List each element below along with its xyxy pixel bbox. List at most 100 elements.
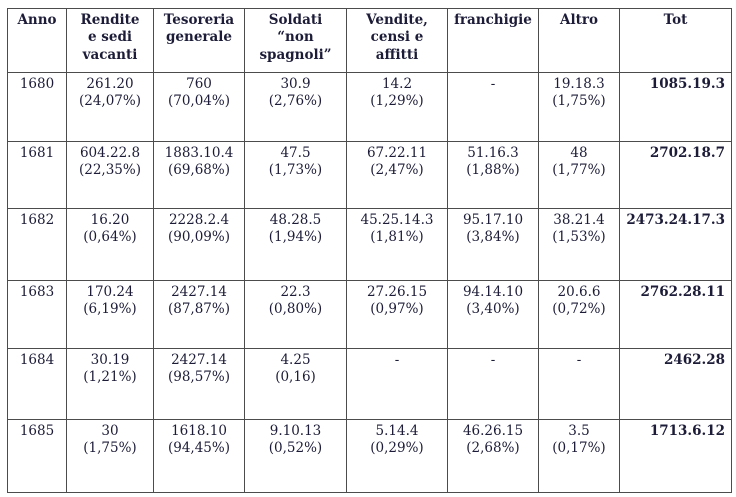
header-line: spagnoli” — [259, 46, 332, 63]
header-line: “non — [277, 29, 314, 46]
cell-value: 2228.2.4 — [168, 212, 230, 228]
data-cell: 4.25 (0,16) — [244, 348, 347, 420]
header-line: Soldati — [268, 12, 323, 28]
data-cell: 95.17.10 (3,84%) — [447, 208, 539, 281]
year-cell: 1680 — [7, 72, 67, 142]
data-cell: 38.21.4 (1,53%) — [538, 208, 620, 281]
data-cell: 261.20 (24,07%) — [66, 72, 154, 142]
table-row-1681: 1681 604.22.8 (22,35%) 1883.10.4 (69,68%) … — [7, 141, 732, 209]
data-cell: - — [538, 348, 620, 420]
column-header-franchigie: franchigie — [447, 8, 539, 73]
total-cell: 1085.19.3 — [619, 72, 732, 142]
cell-percent: (2,47%) — [370, 162, 424, 179]
cell-percent: (0,72%) — [552, 301, 606, 318]
historical-finance-table: Anno Rendite e sedi vacanti Tesoreria ge… — [7, 8, 732, 493]
total-cell: 2702.18.7 — [619, 141, 732, 209]
cell-percent: (94,45%) — [167, 440, 230, 457]
header-line: vacanti — [82, 46, 138, 63]
cell-value: 47.5 — [280, 145, 311, 161]
data-cell: 94.14.10 (3,40%) — [447, 280, 539, 349]
cell-value: 38.21.4 — [553, 212, 605, 228]
cell-value: 30.9 — [280, 76, 311, 92]
cell-value: 30 — [101, 423, 119, 439]
cell-value: 604.22.8 — [79, 145, 141, 161]
header-line: Vendite, — [366, 12, 428, 28]
cell-percent: (1,53%) — [552, 229, 606, 246]
cell-value: 45.25.14.3 — [360, 212, 434, 228]
cell-percent: (3,40%) — [466, 301, 520, 318]
table-row-1682: 1682 16.20 (0,64%) 2228.2.4 (90,09%) 48.28… — [7, 208, 732, 281]
year-cell: 1681 — [7, 141, 67, 209]
cell-value: 1883.10.4 — [164, 145, 234, 161]
cell-percent: (6,19%) — [83, 301, 137, 318]
cell-percent: (2,68%) — [466, 440, 520, 457]
cell-value: 5.14.4 — [375, 423, 419, 439]
cell-percent: (0,64%) — [83, 229, 137, 246]
cell-value: 27.26.15 — [366, 284, 428, 300]
cell-percent: (24,07%) — [78, 93, 141, 110]
data-cell: 9.10.13 (0,52%) — [244, 419, 347, 493]
cell-value: 261.20 — [86, 76, 134, 92]
header-row: Anno Rendite e sedi vacanti Tesoreria ge… — [7, 8, 732, 73]
cell-value: - — [576, 352, 582, 368]
table-row-1685: 1685 30 (1,75%) 1618.10 (94,45%) 9.10.13 (0… — [7, 419, 732, 493]
cell-percent: (0,97%) — [370, 301, 424, 318]
header-line: Anno — [17, 12, 57, 28]
year-cell: 1682 — [7, 208, 67, 281]
cell-percent: (22,35%) — [78, 162, 141, 179]
cell-value: 30.19 — [90, 352, 130, 368]
cell-value: 19.18.3 — [553, 76, 605, 92]
cell-value: 2427.14 — [171, 284, 227, 300]
data-cell: 20.6.6 (0,72%) — [538, 280, 620, 349]
cell-value: 14.2 — [381, 76, 413, 92]
column-header-vendite: Vendite, censi e affitti — [346, 8, 448, 73]
cell-value: 4.25 — [280, 352, 311, 368]
header-line: affitti — [375, 46, 419, 63]
cell-percent: (90,09%) — [167, 229, 230, 246]
total-cell: 1713.6.12 — [619, 419, 732, 493]
cell-percent: (1,77%) — [552, 162, 606, 179]
cell-percent: (87,87%) — [167, 301, 230, 318]
data-cell: 45.25.14.3 (1,81%) — [346, 208, 448, 281]
table-row-1683: 1683 170.24 (6,19%) 2427.14 (87,87%) 22.3(… — [7, 280, 732, 349]
cell-percent: (0,80%) — [268, 301, 323, 318]
cell-value: 95.17.10 — [462, 212, 524, 228]
column-header-altro: Altro — [538, 8, 620, 73]
cell-value: 67.22.11 — [366, 145, 428, 161]
data-cell: 16.20 (0,64%) — [66, 208, 154, 281]
header-line: franchigie — [454, 12, 532, 28]
data-cell: 604.22.8 (22,35%) — [66, 141, 154, 209]
cell-value: 22.3 — [280, 284, 311, 300]
data-cell: 2427.14 (98,57%) — [153, 348, 245, 420]
data-cell: 1883.10.4 (69,68%) — [153, 141, 245, 209]
cell-percent: (1,94%) — [268, 229, 323, 246]
cell-value: 46.26.15 — [462, 423, 524, 439]
header-line: Rendite — [80, 12, 140, 28]
cell-percent: (0,16) — [275, 369, 316, 386]
cell-value: - — [490, 352, 496, 368]
data-cell: 22.3 (0,80%) — [244, 280, 347, 349]
header-line: Tot — [663, 12, 688, 28]
table-row-1684: 1684 30.19 (1,21%) 2427.14 (98,57%) 4.25 (0… — [7, 348, 732, 420]
cell-value: 16.20 — [90, 212, 130, 228]
cell-value: 3.5 — [568, 423, 590, 439]
data-cell: 48.28.5 (1,94%) — [244, 208, 347, 281]
data-cell: 19.18.3 (1,75%) — [538, 72, 620, 142]
total-cell: 2762.28.11 — [619, 280, 732, 349]
data-cell: 14.2 (1,29%) — [346, 72, 448, 142]
data-cell: 2228.2.4 (90,09%) — [153, 208, 245, 281]
data-cell: 67.22.11 (2,47%) — [346, 141, 448, 209]
cell-value: 48 — [570, 145, 588, 161]
data-cell: 30 (1,75%) — [66, 419, 154, 493]
cell-value: 170.24 — [86, 284, 134, 300]
data-cell: 51.16.3 (1,88%) — [447, 141, 539, 209]
header-line: e sedi — [87, 29, 133, 46]
data-cell: 46.26.15 (2,68%) — [447, 419, 539, 493]
cell-percent: (70,04%) — [167, 93, 230, 110]
year-cell: 1684 — [7, 348, 67, 420]
cell-value: 9.10.13 — [269, 423, 322, 439]
cell-value: 48.28.5 — [269, 212, 322, 228]
year-cell: 1683 — [7, 280, 67, 349]
column-header-anno: Anno — [7, 8, 67, 73]
